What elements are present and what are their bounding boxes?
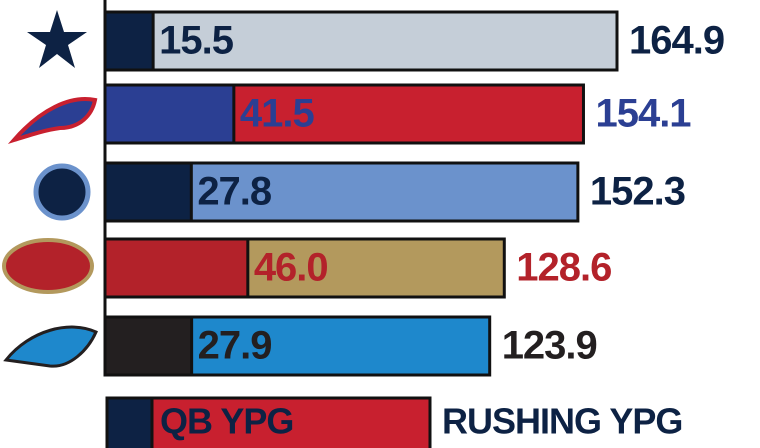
logo-star [27,10,87,68]
logo-bison [7,97,98,145]
bar-qb [103,161,193,223]
total-label: 152.3 [590,170,685,214]
qb-label: 41.5 [240,92,315,136]
total-label: 123.9 [502,324,597,368]
total-label: 164.9 [629,19,724,63]
qb-label: 46.0 [254,246,328,290]
total-label: 128.6 [516,246,611,290]
bar-qb [103,237,250,299]
logo-49ers [2,238,94,294]
legend-label: QB YPG [160,401,293,442]
bar-total [103,10,619,72]
bar-qb [103,10,155,72]
logo-titans [33,163,91,221]
bar-qb [103,83,236,145]
total-label: 154.1 [595,92,691,136]
logo-panther [3,325,98,368]
legend-label: RUSHING YPG [442,401,682,442]
qb-label: 27.9 [198,324,272,368]
qb-label: 15.5 [159,19,234,63]
qb-label: 27.8 [197,170,272,214]
legend-swatch-red [150,396,432,448]
bar-qb [103,315,194,377]
logos [2,10,98,368]
legend-swatch-dark [105,396,154,448]
